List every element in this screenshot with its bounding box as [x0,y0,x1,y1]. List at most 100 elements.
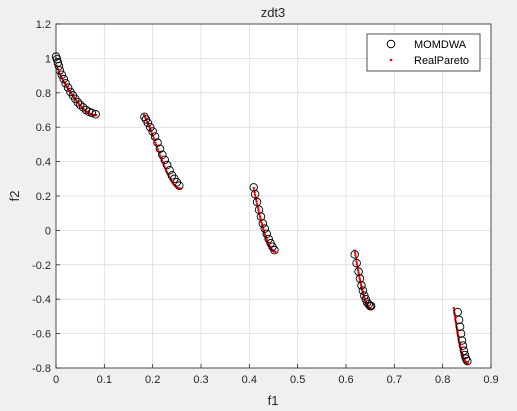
momdwa-point [454,315,464,325]
realpareto-point [357,271,360,274]
realpareto-point [257,209,260,212]
momdwa-point [354,267,363,276]
momdwa-point [150,132,160,141]
momdwa-point [355,274,365,283]
realpareto-point [152,137,155,140]
momdwa-point [155,144,165,153]
realpareto-point [466,362,469,365]
y-tick-label: -0.2 [32,260,51,272]
momdwa-point [364,300,373,309]
realpareto-point [358,276,361,280]
momdwa-point [57,70,67,79]
realpareto-point [355,260,358,264]
momdwa-point [75,100,85,110]
y-tick-label: 0.8 [36,88,51,100]
momdwa-point [165,165,174,175]
momdwa-point [457,336,467,345]
momdwa-point [250,190,260,199]
legend-marker-momdwa [386,39,396,49]
momdwa-point [153,138,162,147]
y-tick-label: -0.8 [32,363,51,375]
momdwa-point [249,183,258,192]
realpareto-point [256,206,260,210]
realpareto-point [258,215,262,218]
momdwa-point [252,197,262,207]
y-tick-label: 0.4 [36,157,51,169]
realpareto-point [353,251,357,255]
x-tick-label: 0.2 [145,374,160,386]
y-tick-label: -0.6 [32,329,51,341]
momdwa-point [73,98,82,107]
realpareto-point [355,262,359,266]
realpareto-point [274,250,277,253]
momdwa-point [270,245,279,255]
x-tick-label: 0.7 [387,374,402,386]
momdwa-point [59,74,68,84]
x-tick-label: 0.6 [338,374,353,386]
x-tick-label: 0.3 [193,374,208,386]
realpareto-point [154,141,157,144]
momdwa-point [63,83,73,92]
momdwa-point [258,219,268,228]
momdwa-point [358,286,368,295]
momdwa-point [262,229,271,239]
momdwa-point [460,350,470,360]
momdwa-point [456,329,466,338]
x-tick-label: 0.4 [242,374,257,386]
chart-title: zdt3 [261,5,286,20]
data-layer [51,52,472,366]
x-tick-label: 0.1 [97,374,112,386]
legend-label-realpareto: RealPareto [414,55,469,67]
realpareto-point [255,202,259,206]
realpareto-point [252,186,255,190]
x-tick-label: 0.5 [290,374,305,386]
momdwa-point [87,108,97,118]
x-tick-label: 0 [53,374,59,386]
momdwa-point [463,356,472,366]
legend: MOMDWA RealPareto [366,33,481,72]
y-axis-label: f2 [7,191,22,202]
y-tick-label: 0.2 [36,191,51,203]
momdwa-point [78,103,88,112]
momdwa-point [162,160,172,170]
axis-ticks: 0 0.1 0.2 0.3 0.4 0.5 0.6 0.7 0.8 0.9 -0.8 -0.6 -0.4… [32,19,499,386]
legend-label-momdwa: MOMDWA [414,39,467,51]
realpareto-point [260,222,264,226]
realpareto-point [354,254,357,257]
x-tick-label: 0.8 [435,374,450,386]
x-axis-label: f1 [268,393,279,408]
realpareto-point [356,269,360,272]
realpareto-point [358,278,362,282]
y-tick-label: 0.6 [36,122,51,134]
momdwa-point [459,346,469,356]
y-tick-label: 1.2 [36,19,51,31]
momdwa-point [160,155,169,165]
momdwa-point [145,122,155,132]
y-tick-label: 0 [45,225,51,237]
momdwa-point [357,281,366,290]
y-tick-label: -0.4 [32,294,51,306]
momdwa-point [350,250,359,259]
y-tick-label: 1 [45,53,51,65]
momdwa-point [352,258,361,268]
momdwa-point [264,234,273,244]
realpareto-point [255,200,258,203]
momdwa-point [143,118,153,128]
momdwa-point [54,61,64,71]
momdwa-point [61,79,70,88]
momdwa-point [53,58,63,67]
realpareto-point [253,193,257,197]
realpareto-point [260,221,263,224]
realpareto-point [253,191,256,194]
realpareto-point [259,217,262,220]
realpareto-point [452,306,455,310]
momdwa-point [366,301,376,311]
realpareto-point [156,148,160,151]
realpareto-point [155,143,158,147]
momdwa-point [91,110,100,119]
momdwa-point [458,341,468,350]
x-tick-label: 0.9 [483,374,498,386]
legend-marker-realpareto [389,58,393,62]
momdwa-point [461,354,471,363]
